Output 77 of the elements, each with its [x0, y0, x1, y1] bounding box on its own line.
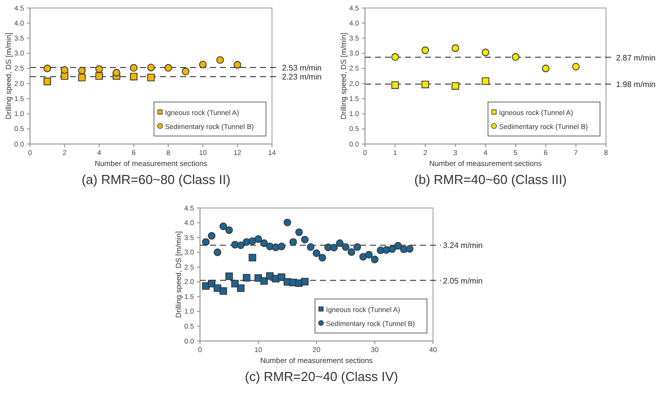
point	[482, 77, 490, 85]
point	[78, 66, 86, 74]
point	[130, 72, 138, 80]
point	[353, 243, 362, 251]
point	[306, 243, 314, 251]
point	[242, 274, 250, 282]
point	[452, 44, 460, 52]
point	[272, 244, 280, 252]
point	[225, 226, 233, 234]
point	[164, 64, 172, 72]
point	[199, 60, 207, 68]
point	[336, 239, 344, 247]
point	[284, 218, 292, 226]
point	[182, 68, 190, 76]
point	[231, 280, 239, 288]
point	[236, 241, 245, 250]
point	[60, 66, 68, 74]
point	[295, 228, 303, 236]
point	[147, 64, 155, 72]
point	[208, 280, 216, 288]
point	[421, 80, 430, 88]
point	[216, 56, 224, 64]
point	[254, 235, 262, 243]
point	[542, 64, 550, 72]
point	[202, 238, 210, 246]
point	[248, 237, 256, 245]
point	[44, 78, 52, 86]
point	[112, 68, 120, 76]
point	[388, 245, 396, 253]
point	[370, 256, 379, 264]
point	[391, 81, 399, 89]
text: (b) RMR=40~60 (Class III)	[414, 172, 567, 187]
point	[482, 48, 490, 56]
point	[237, 284, 245, 292]
ref-line-label: 2.87 m/min	[616, 53, 656, 62]
point	[130, 64, 138, 72]
ref-line-label: 2.53 m/min	[282, 64, 322, 73]
point	[572, 62, 580, 70]
point	[394, 242, 402, 250]
point	[312, 249, 320, 257]
point	[452, 82, 460, 90]
ref-line-label: 2.05 m/min	[443, 276, 483, 286]
point	[260, 239, 268, 247]
point	[248, 254, 256, 262]
point	[348, 248, 356, 256]
point	[391, 53, 399, 61]
ref-line-label: 2.23 m/min	[282, 72, 322, 82]
point	[289, 238, 297, 246]
text: (a) RMR=60~80 (Class II)	[82, 172, 230, 187]
point	[60, 72, 68, 80]
point	[95, 65, 103, 73]
point	[301, 236, 309, 244]
ref-line-label: 3.24 m/min	[443, 241, 483, 250]
point	[260, 277, 268, 285]
point	[234, 61, 242, 69]
ref-line-label: 1.98 m/min	[616, 80, 656, 90]
point	[330, 244, 338, 252]
point	[44, 64, 52, 72]
point	[406, 245, 414, 253]
point	[359, 252, 367, 261]
point	[278, 242, 286, 250]
point	[365, 250, 373, 258]
point	[147, 74, 155, 82]
point	[214, 248, 222, 256]
point	[342, 243, 350, 251]
point	[208, 232, 216, 240]
point	[220, 222, 228, 230]
point	[278, 273, 286, 281]
point	[512, 53, 520, 61]
point	[318, 254, 326, 262]
point	[78, 74, 86, 82]
point	[220, 287, 228, 295]
text: (c) RMR=20~40 (Class IV)	[244, 369, 398, 384]
point	[301, 278, 309, 286]
point	[421, 46, 430, 54]
point	[95, 72, 103, 80]
point	[225, 272, 233, 280]
